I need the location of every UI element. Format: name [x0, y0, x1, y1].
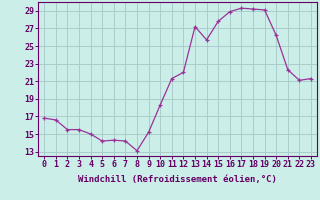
X-axis label: Windchill (Refroidissement éolien,°C): Windchill (Refroidissement éolien,°C) [78, 175, 277, 184]
